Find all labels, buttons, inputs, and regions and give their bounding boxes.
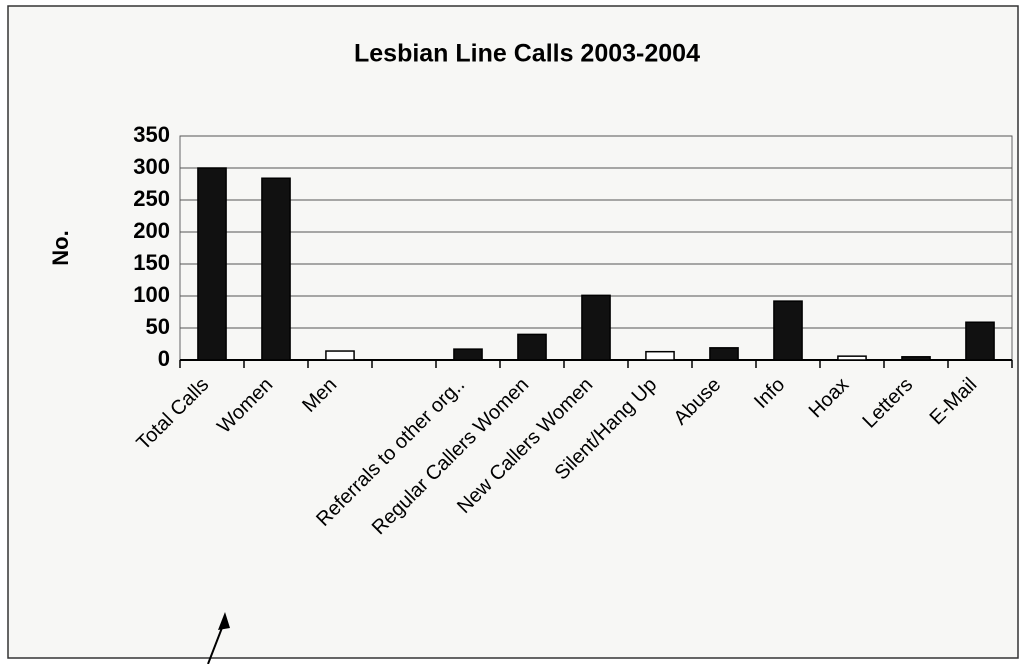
y-tick-label: 350	[133, 122, 170, 147]
bar	[325, 350, 355, 361]
y-tick-label: 100	[133, 282, 170, 307]
chart-title: Lesbian Line Calls 2003-2004	[354, 40, 700, 68]
frame	[7, 5, 1019, 659]
bar	[709, 347, 739, 361]
bar	[965, 321, 995, 361]
bar	[773, 300, 803, 361]
y-tick-label: 200	[133, 218, 170, 243]
bar	[517, 333, 547, 361]
bar	[453, 348, 483, 361]
y-tick-label: 300	[133, 154, 170, 179]
y-tick-label: 150	[133, 250, 170, 275]
y-tick-label: 0	[158, 346, 170, 371]
bar	[901, 356, 931, 361]
y-axis-label: No.	[48, 230, 73, 265]
y-tick-label: 50	[146, 314, 170, 339]
bar	[197, 167, 227, 361]
bar	[581, 294, 611, 361]
arrow-head	[218, 612, 230, 630]
y-tick-label: 250	[133, 186, 170, 211]
bar	[645, 350, 675, 361]
bar	[261, 177, 291, 361]
bar	[837, 355, 867, 361]
